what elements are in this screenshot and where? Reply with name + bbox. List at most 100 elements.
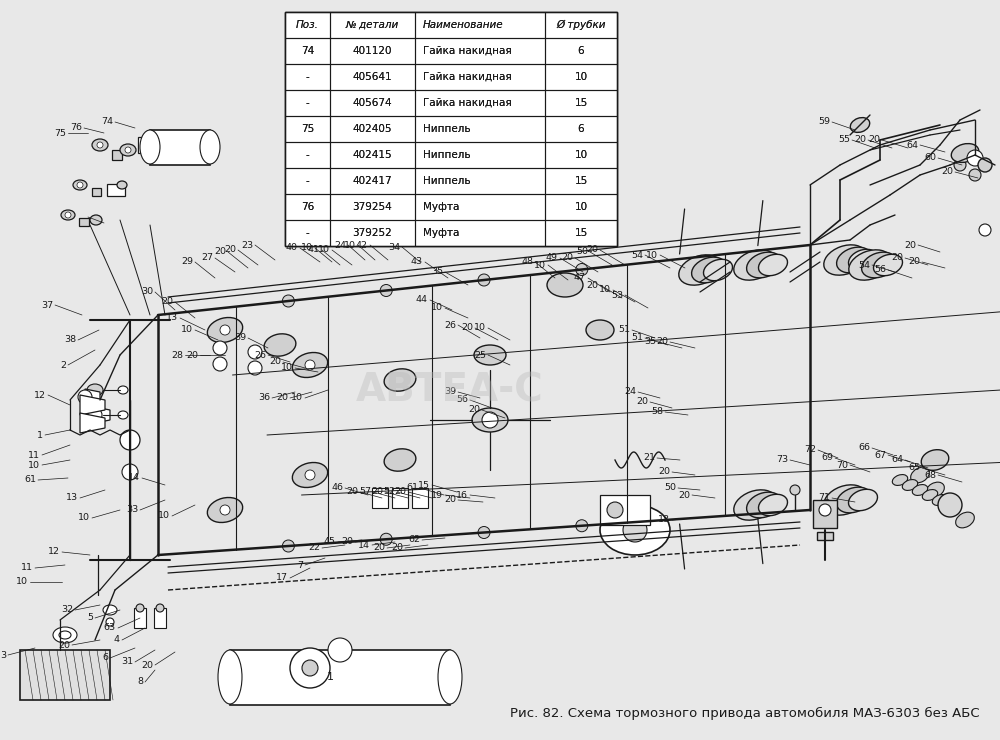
Bar [600,495,650,525]
Text: 55: 55 [838,135,850,144]
Ellipse shape [200,130,220,164]
Ellipse shape [679,255,721,285]
Text: № детали: № детали [346,20,399,30]
Text: 35: 35 [644,337,656,346]
Text: 10: 10 [474,323,486,332]
Ellipse shape [837,487,871,513]
Text: 20: 20 [891,254,903,263]
Text: Ниппель: Ниппель [423,150,471,160]
Text: Поз.: Поз. [296,20,319,30]
Ellipse shape [758,255,788,276]
Text: -: - [306,228,309,238]
Text: 10: 10 [574,150,588,160]
Text: Ø трубки: Ø трубки [556,20,606,30]
Circle shape [213,341,227,355]
Circle shape [220,325,230,335]
Text: 379254: 379254 [353,202,392,212]
Text: 24: 24 [334,240,346,249]
Text: 36: 36 [258,394,270,403]
Ellipse shape [292,462,328,488]
Circle shape [607,502,623,518]
Circle shape [120,430,140,450]
Ellipse shape [218,650,242,704]
Text: 53: 53 [611,291,623,300]
Bar [412,488,428,508]
Ellipse shape [547,273,583,297]
Text: -: - [306,98,309,108]
Ellipse shape [747,492,781,518]
Text: 20: 20 [58,641,70,650]
Text: -: - [306,150,309,160]
Text: 20: 20 [854,135,866,144]
Text: 405641: 405641 [353,72,392,82]
Ellipse shape [87,409,103,421]
Text: 19: 19 [431,491,443,500]
Text: 15: 15 [574,228,588,238]
Text: 40: 40 [286,243,298,252]
Ellipse shape [438,650,462,704]
Text: 6: 6 [578,124,584,134]
Circle shape [967,150,983,166]
Text: 54: 54 [858,260,870,269]
Ellipse shape [911,467,929,483]
Text: 37: 37 [41,300,53,309]
Circle shape [156,604,164,612]
Text: 76: 76 [70,124,82,132]
Circle shape [576,519,588,532]
Bar [813,500,837,528]
Text: 13: 13 [166,314,178,323]
Text: 20: 20 [468,406,480,414]
Text: 20: 20 [391,543,403,553]
Ellipse shape [87,384,103,396]
Text: 74: 74 [301,46,314,56]
Text: 10: 10 [574,72,588,82]
Text: АВТЕА-С: АВТЕА-С [356,371,544,409]
Ellipse shape [73,180,87,190]
Bar [79,218,89,226]
Text: Ниппель: Ниппель [423,124,471,134]
Text: 20: 20 [186,351,198,360]
Text: 405674: 405674 [353,98,392,108]
Ellipse shape [59,631,71,639]
Ellipse shape [758,494,788,516]
Text: Гайка накидная: Гайка накидная [423,72,512,82]
Text: 379252: 379252 [353,228,392,238]
Circle shape [954,159,966,171]
Text: 10: 10 [574,202,588,212]
Ellipse shape [902,480,918,491]
Text: 10: 10 [28,460,40,469]
Text: 45: 45 [324,537,336,547]
Bar [154,608,166,628]
Text: 39: 39 [444,388,456,397]
Text: 24: 24 [624,388,636,397]
Text: 26: 26 [444,320,456,329]
Ellipse shape [692,258,726,283]
Text: 30: 30 [141,288,153,297]
Text: 48: 48 [521,258,533,266]
Circle shape [97,142,103,148]
Text: 42: 42 [356,240,368,249]
Ellipse shape [862,252,896,278]
Text: 402415: 402415 [353,150,392,160]
Text: 44: 44 [416,295,428,304]
Text: 43: 43 [411,258,423,266]
Text: 402415: 402415 [353,150,392,160]
Polygon shape [80,413,105,433]
Text: 10: 10 [599,286,611,295]
Text: 76: 76 [301,202,314,212]
Ellipse shape [956,512,974,528]
Circle shape [969,169,981,181]
Text: Гайка накидная: Гайка накидная [423,46,512,56]
Text: 12: 12 [34,391,46,400]
Circle shape [248,345,262,359]
Circle shape [282,295,294,307]
Ellipse shape [474,345,506,365]
Ellipse shape [824,485,866,515]
Text: Поз.: Поз. [296,20,319,30]
Text: 20: 20 [269,357,281,366]
Text: 49: 49 [546,254,558,263]
Text: 34: 34 [388,243,400,252]
Circle shape [302,660,318,676]
Text: 51: 51 [631,334,643,343]
Text: -: - [306,176,309,186]
